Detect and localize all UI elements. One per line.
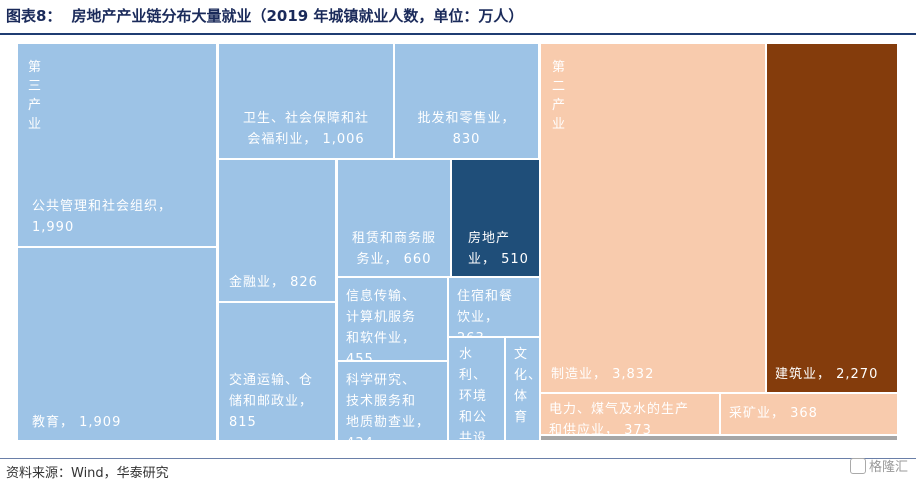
treemap-cell-fin: 金融业， 826	[219, 160, 335, 301]
source-note: 资料来源：Wind，华泰研究	[6, 466, 169, 481]
cell-label-line: 计算机服务	[346, 310, 417, 325]
cell-label-line: 租赁和商务服	[351, 231, 436, 246]
treemap-cell-label: 制造业， 3,832	[551, 364, 654, 385]
cell-label-line: 455	[346, 352, 374, 360]
treemap-cell-label: 房地产业， 510	[468, 228, 529, 270]
cell-label-line: 业， 510	[468, 252, 529, 267]
cell-label-line: 地质勘查业，	[346, 415, 431, 430]
cell-label-line: 会福利业， 1,006	[247, 132, 365, 147]
cell-label-line: 教育， 1,909	[32, 415, 122, 430]
chart-title: 图表8： 房地产产业链分布大量就业（2019 年城镇就业人数，单位：万人）	[6, 5, 523, 26]
treemap-cell-mining: 采矿业， 368	[721, 394, 897, 434]
treemap-cell-label: 租赁和商务服 务业， 660	[346, 228, 442, 270]
treemap-cell-constr: 建筑业， 2,270	[767, 44, 897, 392]
cell-label-line: 公共管理和社会组织，	[32, 199, 173, 214]
treemap-cell-realestate: 房地产业， 510	[452, 160, 539, 276]
cell-label-line: 务业， 660	[356, 252, 432, 267]
cell-label-line: 电力、煤气及水的生产	[549, 402, 690, 417]
cell-label-line: 化、	[514, 368, 539, 383]
cell-label-line: 交通运输、仓	[229, 373, 314, 388]
treemap-cell-label: 采矿业， 368	[729, 403, 818, 424]
cell-label-line: 434	[346, 433, 430, 440]
cell-label-line: 房地产	[468, 231, 511, 246]
treemap-cell-misc-strip	[541, 436, 897, 440]
cell-label-line: 利、	[459, 368, 488, 383]
watermark: 格隆汇	[849, 456, 908, 475]
cell-label-line: 采矿业， 368	[729, 406, 818, 421]
treemap-cell-label: 文化、体育	[514, 344, 539, 428]
treemap-cell-pub: 公共管理和社会组织， 1,990	[18, 44, 216, 246]
cell-label-line: 和软件业，	[346, 331, 417, 346]
treemap-cell-label: 卫生、社会保障和社 会福利业， 1,006	[229, 108, 383, 150]
figure-number: 图表8：	[6, 7, 62, 25]
figure-title: 房地产产业链分布大量就业（2019 年城镇就业人数，单位：万人）	[71, 7, 524, 25]
title-rule	[0, 33, 916, 35]
treemap-cell-edu: 教育， 1,909	[18, 248, 216, 440]
cell-label-line: 制造业， 3,832	[551, 367, 655, 382]
group-header-tertiary: 第三产业	[28, 60, 42, 132]
cell-label-line: 体	[514, 389, 529, 404]
treemap-cell-info: 信息传输、计算机服务和软件业， 455	[338, 278, 447, 360]
cell-label-line: 共设	[459, 431, 488, 440]
cell-label-line: 科学研究、	[346, 373, 417, 388]
watermark-text: 格隆汇	[868, 460, 908, 475]
treemap-cell-water: 水利、 环境 和公 共设	[449, 338, 504, 440]
treemap-cell-power: 电力、煤气及水的生产和供应业， 373	[541, 394, 719, 434]
cell-label-line: 技术服务和	[346, 394, 417, 409]
watermark-logo-icon	[849, 458, 866, 474]
treemap-cell-label: 水利、 环境 和公 共设	[459, 344, 487, 440]
cell-label-line: 水	[459, 347, 474, 362]
cell-label-line: 饮业，	[457, 310, 500, 325]
treemap-cell-label: 公共管理和社会组织， 1,990	[32, 196, 172, 238]
cell-label-line: 环境	[459, 389, 488, 404]
treemap-cell-retail: 批发和零售业， 830	[395, 44, 538, 158]
treemap-cell-culture: 文化、体育	[506, 338, 539, 440]
cell-label-line: 815	[229, 415, 257, 430]
cell-label-line: 和供应业， 373	[549, 423, 652, 434]
treemap-cell-lease: 租赁和商务服 务业， 660	[338, 160, 450, 276]
cell-label-line: 批发和零售业，	[417, 111, 516, 126]
treemap-cell-label: 信息传输、计算机服务和软件业， 455	[346, 286, 416, 360]
cell-label-line: 文	[514, 347, 529, 362]
cell-label-line: 1,990	[32, 220, 75, 235]
treemap-cell-label: 批发和零售业， 830	[403, 108, 530, 150]
cell-label-line: 育	[514, 410, 529, 425]
treemap-cell-label: 教育， 1,909	[32, 412, 121, 433]
cell-label-line: 263	[457, 328, 513, 336]
cell-label-line: 储和邮政业，	[229, 394, 314, 409]
treemap-cell-label: 金融业， 826	[229, 272, 318, 293]
treemap-cell-sci: 科学研究、技术服务和地质勘查业， 434	[338, 362, 447, 440]
cell-label-line: 住宿和餐	[457, 289, 514, 304]
cell-label-line: 830	[452, 132, 481, 147]
group-header-secondary: 第二产业	[552, 60, 566, 132]
treemap-cell-manu: 制造业， 3,832	[541, 44, 765, 392]
treemap-cell-label: 交通运输、仓 储和邮政业， 815	[229, 370, 313, 433]
treemap-cell-trans: 交通运输、仓 储和邮政业， 815	[219, 303, 335, 440]
cell-label-line: 金融业， 826	[229, 275, 318, 290]
source-rule	[0, 458, 916, 459]
treemap-cell-label: 建筑业， 2,270	[775, 364, 878, 385]
cell-label-line: 和公	[459, 410, 488, 425]
treemap-cell-health: 卫生、社会保障和社 会福利业， 1,006	[219, 44, 393, 158]
cell-label-line: 信息传输、	[346, 289, 417, 304]
treemap-cell-label: 电力、煤气及水的生产和供应业， 373	[549, 399, 689, 434]
cell-label-line: 卫生、社会保障和社	[242, 111, 369, 126]
cell-label-line: 建筑业， 2,270	[775, 367, 879, 382]
